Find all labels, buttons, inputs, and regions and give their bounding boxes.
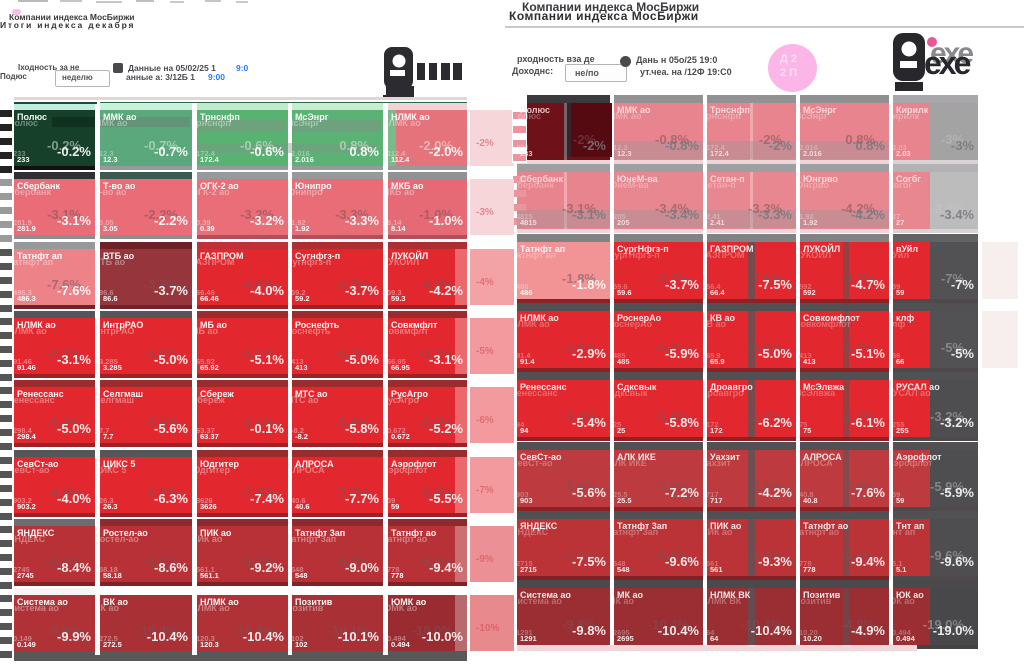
svg-text:exe: exe (924, 45, 971, 81)
svg-text:exe: exe (930, 37, 973, 70)
